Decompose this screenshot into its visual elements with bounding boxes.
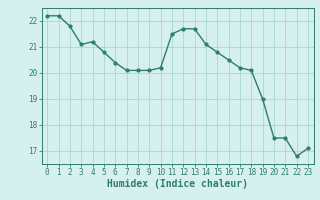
X-axis label: Humidex (Indice chaleur): Humidex (Indice chaleur) bbox=[107, 179, 248, 189]
